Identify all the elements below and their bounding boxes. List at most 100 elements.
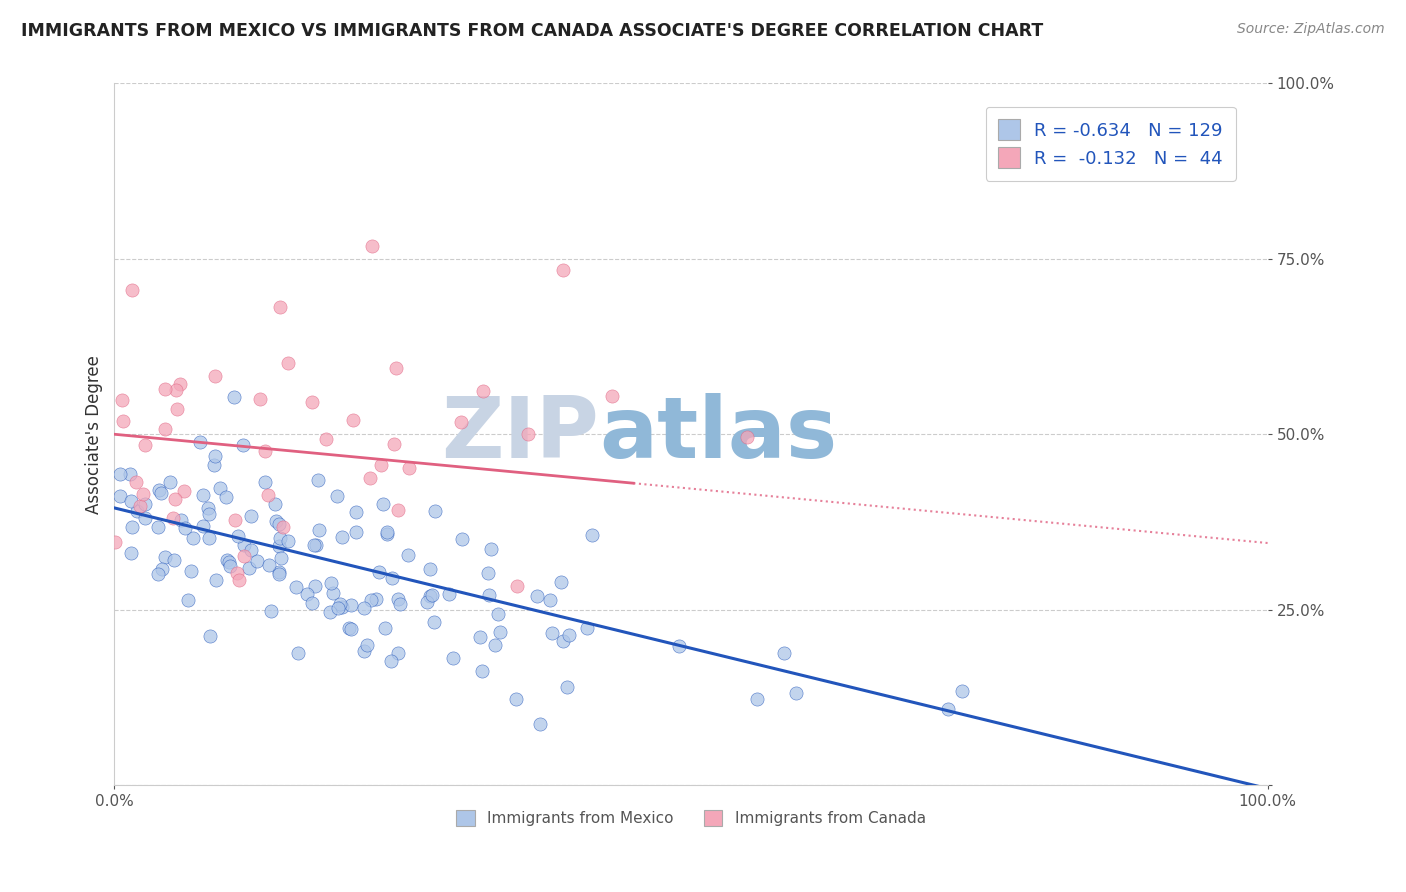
Point [204, 449, 226, 463]
Point [134, 497, 156, 511]
Point [472, 384, 495, 398]
Point [191, 519, 214, 533]
Point [423, 504, 446, 518]
Point [232, 549, 254, 563]
Point [173, 484, 195, 499]
Point [307, 474, 329, 488]
Point [506, 579, 529, 593]
Point [441, 650, 464, 665]
Point [215, 490, 238, 504]
Point [202, 458, 225, 472]
Point [260, 604, 283, 618]
Point [246, 554, 269, 568]
Point [150, 562, 173, 576]
Point [134, 510, 156, 524]
Point [264, 496, 287, 510]
Point [277, 533, 299, 548]
Point [422, 588, 444, 602]
Point [269, 540, 291, 554]
Point [197, 531, 219, 545]
Point [180, 564, 202, 578]
Point [287, 647, 309, 661]
Point [322, 586, 344, 600]
Point [104, 535, 127, 549]
Point [177, 593, 200, 607]
Point [129, 499, 152, 513]
Point [486, 607, 509, 621]
Text: IMMIGRANTS FROM MEXICO VS IMMIGRANTS FROM CANADA ASSOCIATE'S DEGREE CORRELATION : IMMIGRANTS FROM MEXICO VS IMMIGRANTS FRO… [21, 22, 1043, 40]
Point [398, 461, 420, 475]
Point [936, 701, 959, 715]
Point [550, 575, 572, 590]
Point [484, 639, 506, 653]
Point [389, 597, 412, 611]
Point [120, 546, 142, 560]
Point [419, 562, 441, 576]
Point [551, 634, 574, 648]
Point [208, 481, 231, 495]
Point [125, 475, 148, 489]
Point [264, 514, 287, 528]
Point [437, 587, 460, 601]
Point [339, 621, 361, 635]
Point [470, 630, 492, 644]
Point [517, 426, 540, 441]
Point [581, 527, 603, 541]
Point [111, 414, 134, 428]
Point [305, 538, 328, 552]
Point [301, 394, 323, 409]
Point [218, 555, 240, 569]
Point [165, 383, 187, 397]
Point [155, 382, 177, 396]
Point [747, 692, 769, 706]
Point [353, 600, 375, 615]
Point [380, 654, 402, 668]
Point [342, 413, 364, 427]
Point [302, 538, 325, 552]
Point [344, 525, 367, 540]
Point [382, 437, 405, 451]
Point [315, 432, 337, 446]
Point [356, 638, 378, 652]
Y-axis label: Associate's Degree: Associate's Degree [86, 355, 103, 514]
Point [226, 566, 249, 580]
Text: Source: ZipAtlas.com: Source: ZipAtlas.com [1237, 22, 1385, 37]
Point [541, 626, 564, 640]
Point [249, 392, 271, 406]
Legend: Immigrants from Mexico, Immigrants from Canada: Immigrants from Mexico, Immigrants from … [449, 802, 934, 834]
Point [396, 548, 419, 562]
Point [163, 491, 186, 506]
Point [387, 503, 409, 517]
Point [239, 509, 262, 524]
Text: atlas: atlas [599, 392, 837, 475]
Point [360, 593, 382, 607]
Point [526, 589, 548, 603]
Point [384, 361, 406, 376]
Point [285, 580, 308, 594]
Point [259, 558, 281, 573]
Point [387, 646, 409, 660]
Point [277, 356, 299, 370]
Point [359, 471, 381, 485]
Point [600, 389, 623, 403]
Point [364, 591, 387, 606]
Point [224, 513, 246, 527]
Point [785, 686, 807, 700]
Point [529, 717, 551, 731]
Point [219, 558, 242, 573]
Point [295, 587, 318, 601]
Point [558, 627, 581, 641]
Point [381, 571, 404, 585]
Point [153, 422, 176, 436]
Point [668, 639, 690, 653]
Point [271, 520, 294, 534]
Point [340, 598, 363, 612]
Point [125, 504, 148, 518]
Point [204, 369, 226, 384]
Point [353, 644, 375, 658]
Point [110, 489, 132, 503]
Point [159, 475, 181, 489]
Point [267, 516, 290, 531]
Point [162, 511, 184, 525]
Point [344, 505, 367, 519]
